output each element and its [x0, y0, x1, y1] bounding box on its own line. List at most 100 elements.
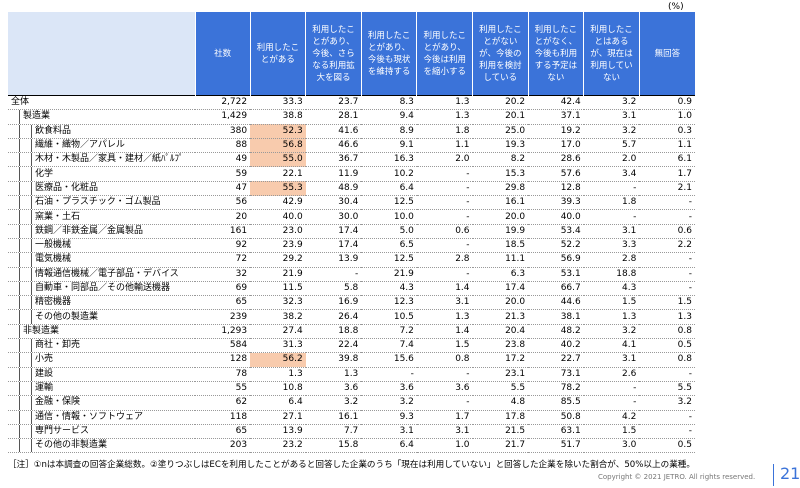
cell: 28.1: [305, 109, 362, 125]
column-header: 社数: [194, 12, 251, 96]
table-row: その他の製造業 239 38.2 26.4 10.5 1.3 21.3 38.1 1.3 1.3: [8, 309, 695, 325]
cell: 65: [195, 424, 251, 440]
cell: -: [583, 209, 640, 225]
cell: 29.2: [250, 252, 306, 268]
cell: -: [639, 281, 695, 297]
cell: 4.8: [472, 395, 529, 411]
cell: 23.2: [250, 438, 306, 454]
cell: -: [639, 209, 695, 225]
cell: 16.1: [305, 410, 362, 425]
cell: 3.6: [361, 381, 417, 397]
cell: 28.6: [528, 152, 584, 168]
table-row: 商社・卸売 584 31.3 22.4 7.4 1.5 23.8 40.2 4.1 0.5: [8, 338, 695, 354]
cell: -: [416, 267, 473, 282]
cell: 30.0: [305, 209, 362, 225]
cell: 17.8: [472, 410, 529, 425]
cell: 48.9: [305, 181, 362, 197]
cell: 20.0: [472, 209, 529, 225]
cell: 10.5: [361, 309, 417, 325]
cell: 73.1: [528, 367, 584, 382]
cell: 65: [195, 295, 251, 311]
cell: 1.4: [416, 281, 473, 297]
cell: 27.1: [250, 410, 306, 425]
cell: 6.1: [639, 152, 695, 168]
cell: 13.9: [305, 252, 362, 268]
cell: 38.1: [528, 309, 584, 325]
cell: -: [639, 252, 695, 268]
cell: 12.5: [361, 195, 417, 211]
cell: -: [639, 424, 695, 440]
table-row: 木材・木製品／家具・建材／紙ﾊﾟﾙﾌﾟ 49 55.0 36.7 16.3 2.0 8.2 2…: [8, 152, 695, 168]
cell: 52.2: [528, 238, 584, 254]
table-row: 繊維・織物／アパレル 88 56.8 46.6 9.1 1.1 19.3 17.0 5.7 1.1: [8, 138, 695, 154]
cell: -: [416, 395, 473, 411]
cell: 4.2: [583, 410, 640, 425]
cell: 88: [195, 138, 251, 154]
cell: 31.3: [250, 338, 306, 354]
cell: 56.2: [250, 352, 306, 368]
cell: -: [639, 267, 695, 282]
cell: 3.0: [583, 438, 640, 454]
row-label: 木材・木製品／家具・建材／紙ﾊﾟﾙﾌﾟ: [8, 152, 196, 168]
table-row: 石油・プラスチック・ゴム製品 56 42.9 30.4 12.5-16.1 39.3 1.8…: [8, 195, 695, 211]
cell: 15.6: [361, 352, 417, 368]
cell: 38.2: [250, 309, 306, 325]
cell: -: [583, 181, 640, 197]
cell: 72: [195, 252, 251, 268]
cell: -: [416, 238, 473, 254]
cell: 44.6: [528, 295, 584, 311]
table-row: 飲食料品 380 52.3 41.6 8.9 1.8 25.0 19.2 3.2 0.3: [8, 124, 695, 139]
cell: 39.8: [305, 352, 362, 368]
header-corner: [8, 12, 196, 96]
cell: 2.0: [583, 152, 640, 168]
cell: 22.1: [250, 166, 306, 182]
column-header: 利用したことがなく、今後も利用する予定はない: [527, 12, 584, 96]
table-row: 運輸 55 10.8 3.6 3.6 3.6 5.5 78.2-5.5: [8, 381, 695, 397]
table-row: 精密機器 65 32.3 16.9 12.3 3.1 20.0 44.6 1.5 1.5: [8, 295, 695, 311]
cell: 1.8: [416, 124, 473, 139]
cell: 1.0: [416, 438, 473, 454]
cell: 27.4: [250, 324, 306, 340]
cell: 20.1: [472, 109, 529, 125]
cell: 1.3: [416, 109, 473, 125]
cell: 6.4: [250, 395, 306, 411]
cell: 40.0: [250, 209, 306, 225]
cell: 10.2: [361, 166, 417, 182]
separator: [773, 464, 774, 486]
cell: 2.0: [416, 152, 473, 168]
row-label: 非製造業: [8, 324, 196, 340]
cell: 7.7: [305, 424, 362, 440]
cell: 46.6: [305, 138, 362, 154]
table-row: その他の非製造業 203 23.2 15.8 6.4 1.0 21.7 51.7 3.0 0.5: [8, 438, 695, 454]
cell: 1.7: [639, 166, 695, 182]
row-label: その他の製造業: [8, 309, 196, 325]
cell: 17.2: [472, 352, 529, 368]
row-label: 繊維・織物／アパレル: [8, 138, 196, 154]
cell: 50.8: [528, 410, 584, 425]
cell: 380: [195, 124, 251, 139]
cell: 0.5: [639, 438, 695, 454]
cell: 13.9: [250, 424, 306, 440]
row-label: 自動車・同部品／その他輸送機器: [8, 281, 196, 297]
row-label: その他の非製造業: [8, 438, 196, 454]
cell: 56.8: [250, 138, 306, 154]
cell: 9.1: [361, 138, 417, 154]
table-row: 製造業 1,429 38.8 28.1 9.4 1.3 20.1 37.1 3.1 1.0: [8, 109, 695, 125]
cell: 66.7: [528, 281, 584, 297]
cell: 4.3: [361, 281, 417, 297]
table-row: 通信・情報・ソフトウェア 118 27.1 16.1 9.3 1.7 17.8 50.8 4.2…: [8, 410, 695, 425]
cell: 6.3: [472, 267, 529, 282]
row-label: 精密機器: [8, 295, 196, 311]
cell: 18.8: [305, 324, 362, 340]
unit-label: (%): [668, 2, 684, 12]
cell: 5.5: [472, 381, 529, 397]
cell: -: [416, 367, 473, 382]
cell: 15.8: [305, 438, 362, 454]
table-row: 鉄鋼／非鉄金属／金属製品 161 23.0 17.4 5.0 0.6 19.9 53.4 3.1…: [8, 224, 695, 239]
cell: 21.5: [472, 424, 529, 440]
cell: 17.4: [305, 238, 362, 254]
cell: 4.3: [583, 281, 640, 297]
cell: 1.4: [416, 324, 473, 340]
cell: 41.6: [305, 124, 362, 139]
cell: 2.2: [639, 238, 695, 254]
